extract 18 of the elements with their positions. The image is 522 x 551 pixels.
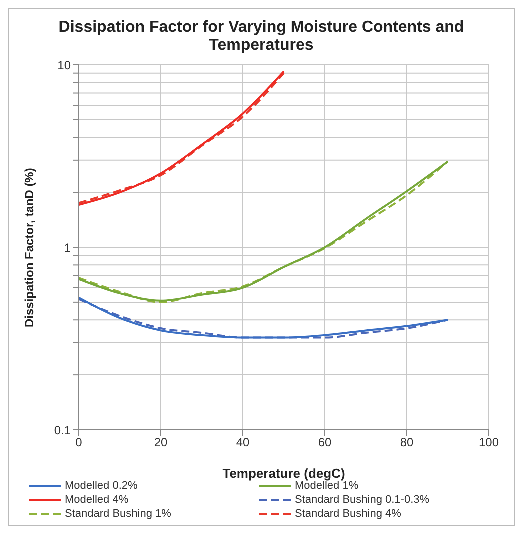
legend-label: Standard Bushing 4%: [295, 508, 402, 520]
x-axis-title: Temperature (degC): [222, 466, 346, 481]
legend-label: Standard Bushing 0.1-0.3%: [295, 494, 430, 506]
x-tick-label: 40: [236, 436, 250, 450]
x-tick-label: 80: [400, 436, 414, 450]
y-axis-title: Dissipation Factor, tanD (%): [22, 168, 36, 328]
y-tick-label: 10: [58, 58, 72, 72]
x-tick-label: 100: [478, 436, 500, 450]
legend-label: Modelled 1%: [295, 480, 359, 492]
x-tick-label: 0: [76, 436, 83, 450]
y-tick-label: 0.1: [54, 423, 72, 438]
legend-label: Modelled 0.2%: [65, 480, 138, 492]
legend-label: Standard Bushing 1%: [65, 508, 172, 520]
x-tick-label: 20: [154, 436, 168, 450]
chart-title: Dissipation Factor for Varying Moisture Contents and Temperatures: [58, 18, 466, 55]
legend-label: Modelled 4%: [65, 494, 129, 506]
x-tick-label: 60: [318, 436, 332, 450]
y-tick-label: 1: [64, 240, 72, 255]
